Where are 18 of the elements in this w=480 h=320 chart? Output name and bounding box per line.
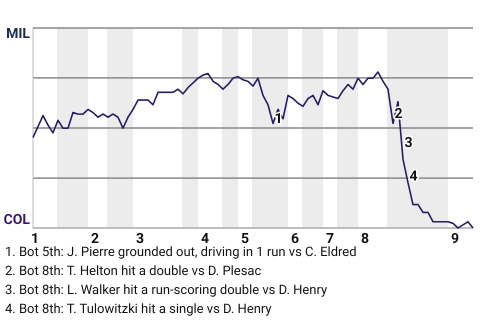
annotation: 4 <box>409 168 418 185</box>
x-tick-label: 3 <box>136 231 144 247</box>
x-tick-label: 7 <box>326 231 334 247</box>
text: COL <box>4 212 30 228</box>
text: 3. Bot 8th: L. Walker hit a run-scoring double vs D. Henry <box>5 283 328 298</box>
text: 2. Bot 8th: T. Helton hit a double vs D. Plesac <box>5 264 262 279</box>
ref-line-label: MIL <box>6 26 30 42</box>
x-tick-label: 5 <box>240 231 250 247</box>
x-tick-label: 1 <box>30 231 40 247</box>
x-tick-label: 4 <box>200 231 210 247</box>
text: 4. Bot 8th: T. Tulowitzki hit a single vs D. Henry <box>5 302 272 317</box>
annotation: 1 <box>274 110 283 127</box>
x-tick-label: 8 <box>360 231 370 247</box>
x-tick-label: 9 <box>450 231 460 247</box>
x-tick-label: 2 <box>90 231 100 247</box>
x-tick-label: 6 <box>290 231 300 247</box>
annotation: 3 <box>404 135 413 152</box>
text: 1. Bot 5th: J. Pierre grounded out, driving in 1 run vs C. Eldred <box>5 245 357 260</box>
